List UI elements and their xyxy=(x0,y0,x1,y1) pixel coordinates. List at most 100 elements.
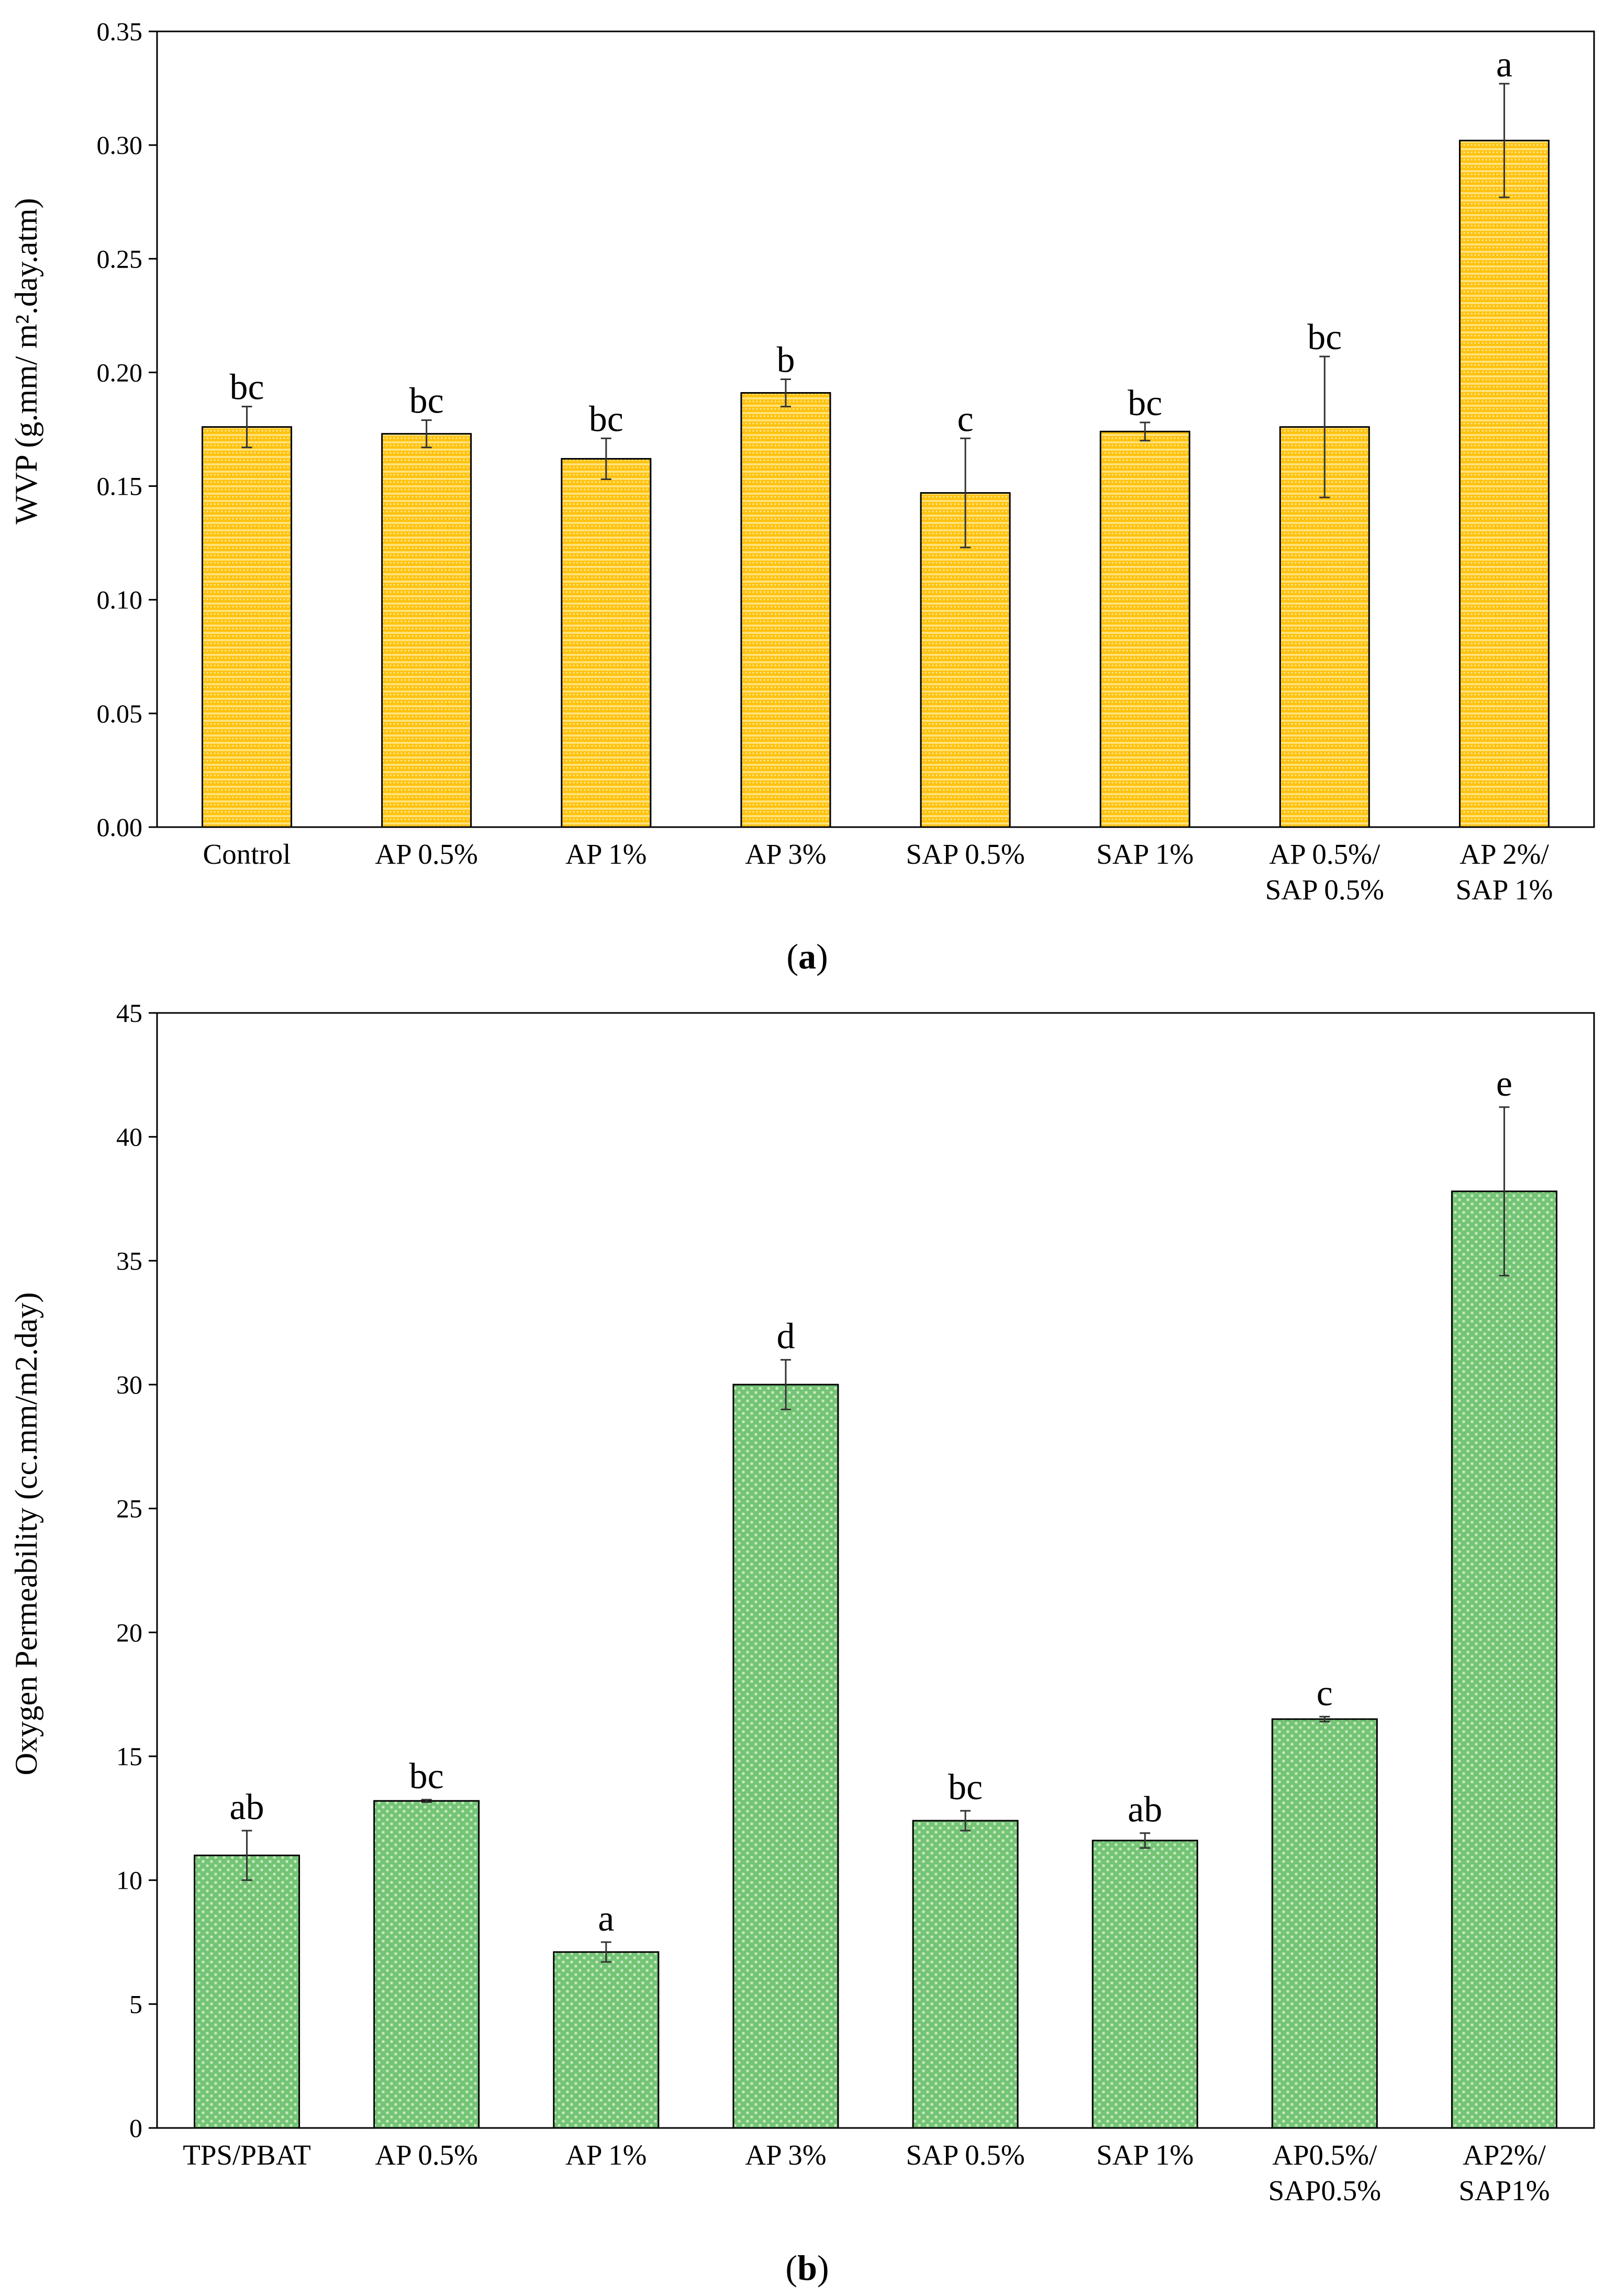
bar xyxy=(920,492,1011,828)
y-axis-label: WVP (g.mm/ m².day.atm) xyxy=(9,198,43,524)
significance-label: bc xyxy=(1128,383,1162,423)
category-label: AP 0.5% xyxy=(375,838,478,870)
y-axis: 0.00 0.05 0.10 0.15 0.20 0.25 0.30 0.35 xyxy=(97,17,157,842)
category-label-line: TPS/PBAT xyxy=(183,2139,311,2171)
significance-label: c xyxy=(957,399,974,439)
y-tick-label: 25 xyxy=(116,1494,142,1523)
y-tick-label: 15 xyxy=(116,1742,142,1771)
category-label-line: SAP 0.5% xyxy=(906,2139,1024,2171)
panel-letter: b xyxy=(797,2248,817,2288)
category-label: AP 1% xyxy=(565,2139,647,2171)
category-label: AP 2%/ SAP 1% xyxy=(1455,838,1553,906)
y-tick-label: 0.15 xyxy=(97,472,143,501)
significance-label: ab xyxy=(1128,1790,1162,1830)
y-tick-label: 5 xyxy=(129,1989,142,2019)
category-label: AP 3% xyxy=(745,838,826,870)
y-axis: 0 5 10 15 20 25 30 35 40 45 xyxy=(116,998,157,2143)
bar xyxy=(732,1384,839,2129)
category-label-line: AP 0.5% xyxy=(375,838,478,870)
bar xyxy=(1099,430,1190,828)
y-tick-label: 0.05 xyxy=(97,699,143,728)
category-label-line: AP 2%/ xyxy=(1460,838,1549,870)
y-tick-label: 30 xyxy=(116,1370,142,1399)
y-tick-label: 20 xyxy=(116,1618,142,1647)
y-tick-label: 40 xyxy=(116,1122,142,1152)
category-label-line: SAP 1% xyxy=(1096,2139,1194,2171)
category-label: AP2%/ SAP1% xyxy=(1458,2139,1550,2206)
category-label: AP 0.5%/ SAP 0.5% xyxy=(1265,838,1384,906)
category-label-line: SAP 1% xyxy=(1455,874,1553,906)
category-label-line: SAP 0.5% xyxy=(1265,874,1384,906)
bar xyxy=(1451,1190,1557,2129)
category-label-line: AP 1% xyxy=(565,838,647,870)
category-label: Control xyxy=(203,838,291,870)
category-label: TPS/PBAT xyxy=(183,2139,311,2171)
plot-frame xyxy=(156,1012,1595,2129)
y-tick-label: 0.20 xyxy=(97,358,143,387)
significance-label: bc xyxy=(230,367,264,408)
category-label-line: SAP 0.5% xyxy=(906,838,1024,870)
category-label: SAP 0.5% xyxy=(906,2139,1024,2171)
y-tick-label: 0.10 xyxy=(97,585,143,615)
bar xyxy=(1271,1718,1378,2129)
significance-label: a xyxy=(598,1899,614,1939)
bar xyxy=(561,458,652,828)
significance-label: a xyxy=(1496,44,1512,85)
oxygen-permeability-chart: Oxygen Permeability (cc.mm/m2.day) 0 5 10 1… xyxy=(9,998,1595,2288)
category-label-line: AP 3% xyxy=(745,838,826,870)
significance-label: bc xyxy=(409,381,444,421)
y-tick-label: 0.35 xyxy=(97,17,143,46)
significance-label: b xyxy=(776,340,795,380)
y-tick-label: 45 xyxy=(116,998,142,1028)
category-label-line: Control xyxy=(203,838,291,870)
category-label-line: AP 0.5% xyxy=(375,2139,478,2171)
significance-label: bc xyxy=(1307,317,1342,358)
panel-letter: a xyxy=(798,937,816,976)
bar xyxy=(381,433,472,828)
bar xyxy=(202,426,293,828)
category-label: AP0.5%/ SAP0.5% xyxy=(1268,2139,1381,2206)
category-label-line: AP2%/ xyxy=(1463,2139,1546,2171)
category-label: SAP 0.5% xyxy=(906,838,1024,870)
significance-label: bc xyxy=(948,1767,983,1808)
panel-label-b: (b) xyxy=(785,2248,829,2288)
bar xyxy=(553,1951,660,2129)
category-labels: Control AP 0.5% AP 1% AP 3% SAP 0.5% SAP 1% AP… xyxy=(203,838,1553,906)
category-label: AP 0.5% xyxy=(375,2139,478,2171)
bar xyxy=(1458,139,1550,828)
bar xyxy=(373,1800,480,2129)
category-label-line: AP 0.5%/ xyxy=(1269,838,1380,870)
category-label-line: SAP0.5% xyxy=(1268,2175,1381,2206)
category-label-line: AP0.5%/ xyxy=(1272,2139,1377,2171)
bar xyxy=(912,1820,1019,2129)
significance-label: e xyxy=(1496,1064,1512,1104)
y-tick-label: 0.30 xyxy=(97,130,143,160)
y-axis-label: Oxygen Permeability (cc.mm/m2.day) xyxy=(9,1292,43,1775)
plot-frame xyxy=(156,30,1595,828)
bar xyxy=(740,392,831,828)
category-label-line: AP 1% xyxy=(565,2139,647,2171)
category-label-line: SAP1% xyxy=(1458,2175,1550,2206)
y-tick-label: 0 xyxy=(129,2113,142,2143)
significance-label: ab xyxy=(230,1787,264,1827)
y-tick-label: 10 xyxy=(116,1866,142,1895)
category-label-line: SAP 1% xyxy=(1096,838,1194,870)
category-label: AP 1% xyxy=(565,838,647,870)
y-tick-label: 35 xyxy=(116,1246,142,1275)
y-tick-label: 0.00 xyxy=(97,812,143,842)
significance-label: bc xyxy=(589,399,623,439)
y-tick-label: 0.25 xyxy=(97,244,143,273)
significance-label: bc xyxy=(409,1756,444,1797)
category-label: AP 3% xyxy=(745,2139,826,2171)
bar xyxy=(194,1854,300,2129)
significance-label: d xyxy=(776,1317,795,1357)
category-labels: TPS/PBAT AP 0.5% AP 1% AP 3% SAP 0.5% SAP 1% A… xyxy=(183,2139,1550,2206)
category-label-line: AP 3% xyxy=(745,2139,826,2171)
category-label: SAP 1% xyxy=(1096,838,1194,870)
category-label: SAP 1% xyxy=(1096,2139,1194,2171)
panel-label-a: (a) xyxy=(786,937,828,976)
bars: ab bc a d bc ab c e xyxy=(194,1064,1557,2129)
